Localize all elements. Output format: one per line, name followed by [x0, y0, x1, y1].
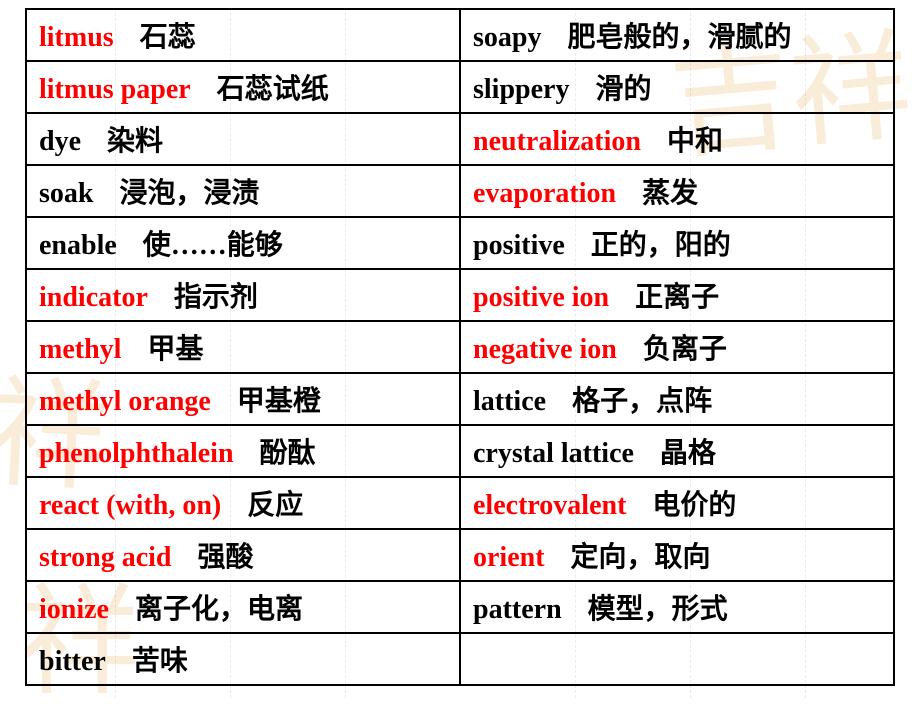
vocab-term: negative ion — [473, 334, 617, 365]
vocab-cell: lattice 格子，点阵 — [460, 373, 894, 425]
vocab-cell: soapy 肥皂般的，滑腻的 — [460, 9, 894, 61]
vocab-definition: 甲基 — [147, 334, 203, 365]
table-row: bitter 苦味 — [26, 633, 894, 685]
vocab-definition: 中和 — [667, 126, 723, 157]
vocab-definition: 石蕊试纸 — [217, 74, 329, 105]
table-row: ionize 离子化，电离 pattern 模型，形式 — [26, 581, 894, 633]
vocab-cell: positive ion 正离子 — [460, 269, 894, 321]
vocab-term: crystal lattice — [473, 438, 634, 469]
vocab-definition: 强酸 — [198, 542, 254, 573]
vocab-term: slippery — [473, 74, 569, 105]
vocab-definition: 晶格 — [660, 438, 716, 469]
vocab-definition: 正离子 — [635, 282, 719, 313]
vocab-term: electrovalent — [473, 490, 626, 521]
vocab-definition: 定向，取向 — [571, 542, 711, 573]
table-row: strong acid 强酸 orient 定向，取向 — [26, 529, 894, 581]
vocab-definition: 正的，阳的 — [591, 230, 731, 261]
vocab-cell: slippery 滑的 — [460, 61, 894, 113]
vocab-cell: methyl orange 甲基橙 — [26, 373, 460, 425]
table-row: indicator 指示剂 positive ion 正离子 — [26, 269, 894, 321]
vocab-cell: phenolphthalein 酚酞 — [26, 425, 460, 477]
table-row: soak 浸泡，浸渍 evaporation 蒸发 — [26, 165, 894, 217]
vocab-definition: 苦味 — [132, 646, 188, 677]
vocab-definition: 滑的 — [595, 74, 651, 105]
vocab-cell: dye 染料 — [26, 113, 460, 165]
vocab-definition: 格子，点阵 — [572, 386, 712, 417]
table-row: phenolphthalein 酚酞 crystal lattice 晶格 — [26, 425, 894, 477]
vocab-cell: negative ion 负离子 — [460, 321, 894, 373]
vocab-term: evaporation — [473, 178, 616, 209]
vocab-cell: crystal lattice 晶格 — [460, 425, 894, 477]
vocab-cell — [460, 633, 894, 685]
vocab-term: indicator — [39, 282, 148, 313]
vocab-term: neutralization — [473, 126, 641, 157]
table-row: litmus 石蕊 soapy 肥皂般的，滑腻的 — [26, 9, 894, 61]
vocab-definition: 负离子 — [643, 334, 727, 365]
vocab-definition: 肥皂般的，滑腻的 — [567, 22, 791, 53]
table-row: methyl orange 甲基橙 lattice 格子，点阵 — [26, 373, 894, 425]
vocab-term: react (with, on) — [39, 490, 221, 521]
vocab-cell: evaporation 蒸发 — [460, 165, 894, 217]
vocab-term: strong acid — [39, 542, 172, 573]
vocab-term: positive — [473, 230, 565, 261]
vocab-cell: indicator 指示剂 — [26, 269, 460, 321]
vocab-term: pattern — [473, 594, 562, 625]
vocab-definition: 模型，形式 — [588, 594, 728, 625]
table-row: litmus paper 石蕊试纸 slippery 滑的 — [26, 61, 894, 113]
vocab-definition: 蒸发 — [642, 178, 698, 209]
vocab-cell: neutralization 中和 — [460, 113, 894, 165]
vocab-cell: react (with, on) 反应 — [26, 477, 460, 529]
vocab-cell: bitter 苦味 — [26, 633, 460, 685]
vocab-definition: 浸泡，浸渍 — [119, 178, 259, 209]
vocab-definition: 染料 — [107, 126, 163, 157]
table-row: enable 使……能够 positive 正的，阳的 — [26, 217, 894, 269]
vocab-cell: strong acid 强酸 — [26, 529, 460, 581]
vocab-term: lattice — [473, 386, 546, 417]
vocab-term: phenolphthalein — [39, 438, 234, 469]
vocab-cell: soak 浸泡，浸渍 — [26, 165, 460, 217]
vocab-cell: orient 定向，取向 — [460, 529, 894, 581]
vocab-definition: 反应 — [247, 490, 303, 521]
vocab-definition: 指示剂 — [174, 282, 258, 313]
table-row: methyl 甲基 negative ion 负离子 — [26, 321, 894, 373]
vocab-term: positive ion — [473, 282, 609, 313]
vocab-cell: electrovalent 电价的 — [460, 477, 894, 529]
vocab-term: soapy — [473, 22, 541, 53]
vocab-cell: litmus paper 石蕊试纸 — [26, 61, 460, 113]
vocab-cell: ionize 离子化，电离 — [26, 581, 460, 633]
vocab-term: enable — [39, 230, 117, 261]
vocab-cell: positive 正的，阳的 — [460, 217, 894, 269]
vocab-term: orient — [473, 542, 545, 573]
table-row: react (with, on) 反应 electrovalent 电价的 — [26, 477, 894, 529]
vocab-cell: methyl 甲基 — [26, 321, 460, 373]
vocab-cell: enable 使……能够 — [26, 217, 460, 269]
vocab-definition: 电价的 — [652, 490, 736, 521]
vocab-term: ionize — [39, 594, 109, 625]
vocab-term: methyl — [39, 334, 121, 365]
vocab-table-body: litmus 石蕊 soapy 肥皂般的，滑腻的 litmus paper 石蕊试纸 sli… — [26, 9, 894, 685]
table-row: dye 染料 neutralization 中和 — [26, 113, 894, 165]
vocab-cell: pattern 模型，形式 — [460, 581, 894, 633]
vocab-definition: 酚酞 — [260, 438, 316, 469]
vocab-term: litmus — [39, 22, 114, 53]
vocab-term: methyl orange — [39, 386, 211, 417]
vocab-term: dye — [39, 126, 81, 157]
vocab-definition: 甲基橙 — [237, 386, 321, 417]
vocab-definition: 使……能够 — [143, 230, 283, 261]
vocab-term: litmus paper — [39, 74, 191, 105]
vocab-term: soak — [39, 178, 93, 209]
vocab-definition: 石蕊 — [140, 22, 196, 53]
vocab-term: bitter — [39, 646, 106, 677]
vocab-definition: 离子化，电离 — [135, 594, 303, 625]
vocab-table: litmus 石蕊 soapy 肥皂般的，滑腻的 litmus paper 石蕊试纸 sli… — [25, 8, 895, 686]
vocab-cell: litmus 石蕊 — [26, 9, 460, 61]
